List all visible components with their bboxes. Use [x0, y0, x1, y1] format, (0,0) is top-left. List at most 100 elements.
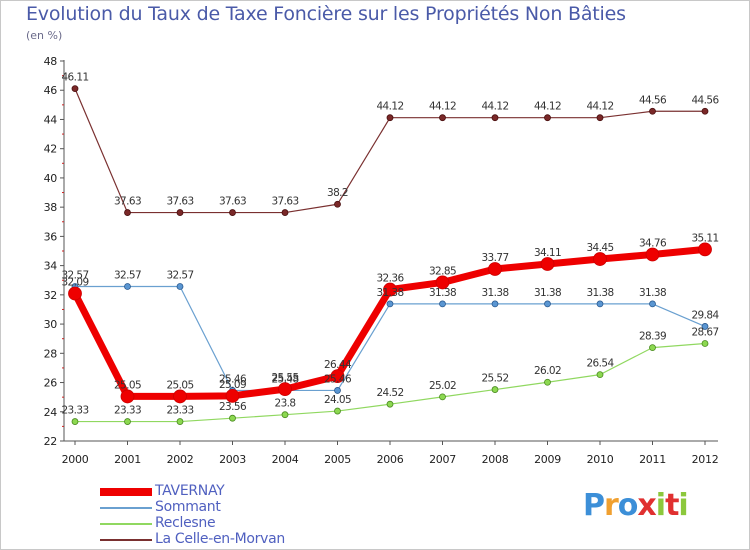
data-label-reclesne: 24.52: [376, 387, 403, 399]
point-la-celle-en-morvan: [701, 107, 709, 115]
legend-swatch: [100, 507, 152, 509]
axes: 22 24 26 28 30 32 34 36 38 40 42 44 46 48 2000 2001 2002…: [44, 55, 719, 466]
point-la-celle-en-morvan: [334, 200, 341, 208]
brand-letter: x: [637, 488, 656, 523]
point-sommant: [334, 387, 341, 394]
data-label-sommant: 25.46: [219, 373, 247, 385]
data-labels: 46.11 37.63 37.63 37.63 37.63 38.2 44.12 44.12 4…: [61, 72, 720, 417]
brand-letter: i: [678, 488, 688, 523]
legend-item-reclesne: Reclesne: [100, 515, 360, 532]
x-tick-label: 2011: [639, 453, 666, 466]
data-label-sommant: 31.38: [376, 287, 403, 299]
point-tavernay: [488, 262, 502, 276]
data-label-sommant: 31.38: [534, 287, 561, 299]
data-label-reclesne: 23.56: [219, 401, 247, 413]
point-la-celle-en-morvan: [281, 209, 289, 216]
point-reclesne: [544, 378, 551, 386]
data-label-sommant: 25.46: [324, 373, 352, 385]
point-sommant: [176, 283, 184, 290]
point-la-celle-en-morvan: [229, 209, 236, 216]
chart-title: Evolution du Taux de Taxe Foncière sur l…: [26, 3, 626, 25]
data-label-la-celle-en-morvan: 44.56: [639, 94, 667, 106]
x-tick-label: 2005: [324, 453, 351, 466]
point-sommant: [701, 323, 709, 330]
data-label-tavernay: 25.55: [271, 372, 298, 384]
y-tick-label: 26: [44, 377, 58, 390]
point-reclesne: [281, 411, 289, 419]
data-label-reclesne: 28.67: [691, 327, 718, 339]
data-label-la-celle-en-morvan: 44.12: [429, 101, 456, 113]
data-label-sommant: 31.38: [586, 287, 613, 299]
brand-letter: o: [617, 488, 639, 523]
data-label-la-celle-en-morvan: 37.63: [271, 196, 298, 208]
point-tavernay: [540, 257, 555, 271]
data-label-la-celle-en-morvan: 37.63: [219, 196, 246, 208]
point-tavernay: [120, 389, 135, 404]
point-sommant: [386, 300, 394, 308]
x-tick-label: 2012: [692, 453, 719, 466]
data-label-tavernay: 33.77: [481, 252, 508, 264]
point-la-celle-en-morvan: [124, 209, 131, 216]
y-tick-label: 24: [44, 406, 58, 419]
legend-item-la-celle-en-morvan: La Celle-en-Morvan: [100, 531, 360, 548]
point-sommant: [596, 300, 604, 308]
data-label-sommant: 32.57: [114, 270, 141, 282]
y-tick-label: 46: [44, 84, 58, 97]
legend: TAVERNAY Sommant Reclesne La Celle-en-Morva…: [100, 483, 360, 548]
x-tick-label: 2004: [272, 453, 299, 466]
point-reclesne: [701, 340, 709, 347]
data-label-reclesne: 28.39: [639, 331, 666, 343]
point-reclesne: [334, 407, 341, 415]
point-la-celle-en-morvan: [386, 114, 394, 122]
data-label-reclesne: 25.02: [429, 380, 456, 392]
data-label-tavernay: 34.45: [586, 242, 613, 254]
point-reclesne: [386, 400, 394, 408]
legend-swatch: [100, 523, 152, 525]
data-label-la-celle-en-morvan: 44.12: [481, 101, 508, 113]
x-tick-label: 2000: [62, 453, 89, 466]
data-label-tavernay: 32.36: [376, 273, 404, 285]
point-tavernay: [68, 286, 82, 301]
y-tick-label: 22: [44, 435, 57, 448]
point-tavernay: [278, 382, 292, 397]
x-tick-label: 2009: [534, 453, 561, 466]
data-label-reclesne: 25.52: [481, 373, 508, 385]
legend-label: TAVERNAY: [155, 483, 225, 499]
data-label-la-celle-en-morvan: 44.56: [691, 94, 719, 106]
point-tavernay: [173, 389, 187, 404]
y-tick-label: 48: [44, 55, 58, 68]
data-label-la-celle-en-morvan: 38.2: [327, 187, 348, 199]
legend-label: Sommant: [155, 499, 221, 515]
data-label-sommant: 32.57: [61, 270, 88, 282]
point-la-celle-en-morvan: [596, 114, 604, 122]
data-label-tavernay: 32.85: [429, 265, 456, 277]
x-tick-label: 2002: [167, 453, 194, 466]
data-label-reclesne: 24.05: [324, 394, 351, 406]
data-label-reclesne: 26.02: [534, 365, 561, 377]
x-tick-label: 2006: [377, 453, 404, 466]
data-label-sommant: 31.38: [429, 287, 456, 299]
point-sommant: [491, 300, 499, 308]
data-label-reclesne: 23.33: [166, 405, 193, 417]
brand-letter: i: [655, 488, 666, 523]
point-la-celle-en-morvan: [176, 209, 184, 216]
point-la-celle-en-morvan: [649, 107, 656, 115]
x-tick-label: 2008: [482, 453, 509, 466]
y-tick-label: 44: [44, 113, 58, 126]
point-sommant: [439, 300, 446, 308]
data-label-la-celle-en-morvan: 44.12: [376, 101, 403, 113]
brand-letter: t: [665, 488, 679, 523]
data-label-sommant: 32.57: [166, 270, 193, 282]
point-tavernay: [645, 247, 660, 262]
point-reclesne: [71, 418, 79, 425]
data-label-tavernay: 32.09: [61, 277, 88, 289]
y-tick-label: 38: [44, 201, 58, 214]
point-reclesne: [439, 393, 446, 401]
data-label-tavernay: 34.11: [534, 247, 561, 259]
y-tick-label: 34: [44, 260, 58, 273]
point-reclesne: [176, 418, 184, 425]
legend-swatch: [100, 539, 152, 541]
legend-item-tavernay: TAVERNAY: [100, 483, 360, 500]
data-label-tavernay: 25.05: [166, 379, 193, 391]
